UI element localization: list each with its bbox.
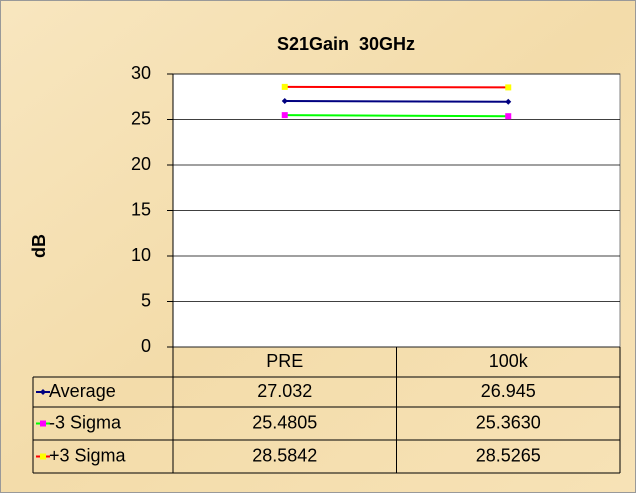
legend-key-marker <box>40 389 46 395</box>
y-tick-label: 25 <box>131 108 151 128</box>
y-tick-label: 30 <box>131 63 151 83</box>
y-tick-label: 15 <box>131 199 151 219</box>
series-line <box>284 85 509 89</box>
legend-key-marker <box>40 453 46 460</box>
table-value: 28.5265 <box>476 445 541 465</box>
legend-label: +3 Sigma <box>49 445 127 465</box>
y-tick-label: 20 <box>131 154 151 174</box>
legend-label: -3 Sigma <box>49 412 122 432</box>
table-value: 27.032 <box>257 381 312 401</box>
legend-label: Average <box>49 381 116 401</box>
table-value: 26.945 <box>481 381 536 401</box>
data-point <box>281 112 288 119</box>
y-tick-label: 5 <box>141 290 151 310</box>
chart-title: S21Gain 30GHz <box>277 34 415 54</box>
x-tick-label: 100k <box>489 351 529 371</box>
y-tick-label: 10 <box>131 245 151 265</box>
table-value: 28.5842 <box>252 445 317 465</box>
table-value: 25.4805 <box>252 412 317 432</box>
x-tick-label: PRE <box>266 351 303 371</box>
series-line <box>284 114 509 118</box>
legend-key-marker <box>40 420 46 427</box>
series-line <box>284 100 509 103</box>
y-tick-label: 0 <box>141 336 151 356</box>
y-axis-label: dB <box>29 234 49 258</box>
data-point <box>505 113 512 120</box>
data-point <box>505 98 512 105</box>
data-point <box>281 83 288 90</box>
table-value: 25.3630 <box>476 412 541 432</box>
data-point <box>281 98 288 105</box>
data-point <box>505 84 512 91</box>
